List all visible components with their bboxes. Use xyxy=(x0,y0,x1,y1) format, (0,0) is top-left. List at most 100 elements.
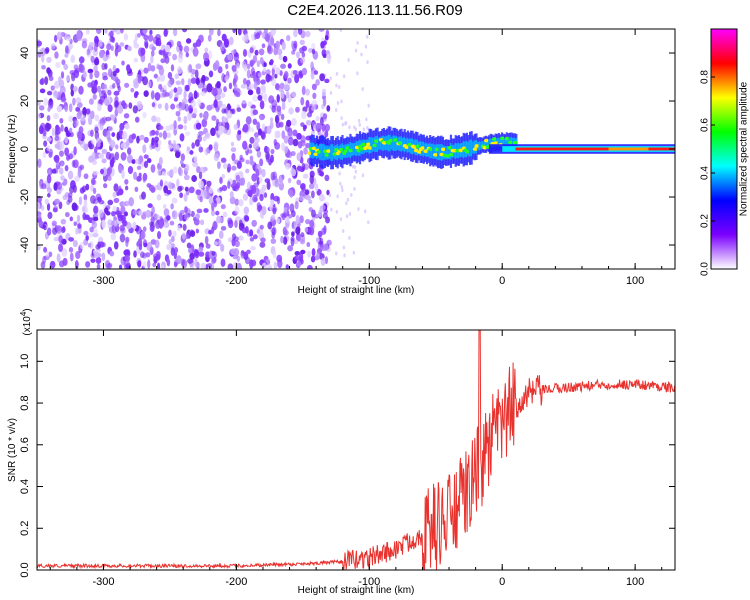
noise-speckle xyxy=(208,29,214,36)
noise-speckle xyxy=(366,125,369,130)
noise-speckle xyxy=(89,226,95,233)
noise-speckle xyxy=(338,171,341,176)
noise-speckle xyxy=(320,41,325,49)
noise-speckle xyxy=(60,218,67,225)
noise-speckle xyxy=(88,155,94,163)
noise-speckle xyxy=(93,205,98,214)
noise-speckle xyxy=(236,107,242,113)
noise-speckle xyxy=(250,107,254,117)
noise-speckle xyxy=(360,52,363,57)
noise-speckle xyxy=(322,113,328,120)
noise-speckle xyxy=(170,203,174,210)
noise-speckle xyxy=(47,106,51,112)
noise-speckle xyxy=(346,197,350,202)
noise-speckle xyxy=(90,55,95,63)
noise-speckle xyxy=(176,86,183,96)
noise-speckle xyxy=(213,220,217,231)
noise-speckle xyxy=(112,191,117,198)
noise-speckle xyxy=(120,143,127,149)
noise-speckle xyxy=(51,168,57,174)
noise-speckle xyxy=(283,236,288,245)
noise-speckle xyxy=(57,91,62,97)
noise-speckle xyxy=(318,193,325,202)
noise-speckle xyxy=(105,116,112,122)
noise-speckle xyxy=(354,169,358,174)
band-hotspot xyxy=(373,139,379,144)
band-column xyxy=(470,139,473,157)
noise-speckle xyxy=(192,42,198,48)
noise-speckle xyxy=(116,82,120,89)
noise-speckle xyxy=(124,82,130,88)
noise-speckle xyxy=(293,40,298,49)
noise-speckle xyxy=(124,185,129,191)
noise-speckle xyxy=(157,168,162,176)
noise-speckle xyxy=(113,90,120,96)
x-tick-label: -300 xyxy=(92,576,114,588)
noise-speckle xyxy=(255,168,260,178)
noise-speckle xyxy=(145,209,151,219)
noise-speckle xyxy=(221,184,228,192)
noise-speckle xyxy=(117,104,124,114)
noise-speckle xyxy=(198,180,204,189)
noise-speckle xyxy=(317,230,323,238)
y-tick-label: 0.0 xyxy=(19,562,31,577)
noise-speckle xyxy=(133,39,138,46)
noise-speckle xyxy=(122,219,128,227)
noise-speckle xyxy=(238,264,243,269)
noise-speckle xyxy=(54,80,60,89)
noise-speckle xyxy=(235,174,241,183)
noise-speckle xyxy=(113,241,119,250)
noise-speckle xyxy=(252,194,258,203)
band-hotspot xyxy=(343,149,349,153)
noise-speckle xyxy=(225,63,229,70)
noise-speckle xyxy=(179,44,183,52)
noise-speckle xyxy=(75,106,81,112)
noise-speckle xyxy=(120,29,124,34)
noise-speckle xyxy=(54,135,60,141)
noise-speckle xyxy=(96,103,102,112)
noise-speckle xyxy=(112,64,117,73)
noise-speckle xyxy=(113,216,118,222)
band-column xyxy=(497,137,500,147)
noise-speckle xyxy=(234,240,240,248)
band-column xyxy=(467,141,470,156)
noise-speckle xyxy=(76,214,81,222)
noise-speckle xyxy=(46,90,53,96)
noise-speckle xyxy=(291,117,297,126)
noise-speckle xyxy=(50,43,56,50)
noise-speckle xyxy=(339,29,343,33)
noise-speckle xyxy=(295,51,301,59)
noise-speckle xyxy=(109,36,115,43)
noise-speckle xyxy=(107,166,113,175)
noise-speckle xyxy=(361,173,365,178)
noise-speckle xyxy=(120,152,127,161)
noise-speckle xyxy=(320,204,326,211)
noise-speckle xyxy=(91,221,98,229)
noise-speckle xyxy=(220,92,226,99)
noise-speckle xyxy=(123,264,130,269)
noise-speckle xyxy=(263,192,268,199)
noise-speckle xyxy=(269,154,274,163)
noise-speckle xyxy=(245,159,250,165)
noise-speckle xyxy=(200,90,206,97)
noise-speckle xyxy=(232,179,237,185)
noise-speckle xyxy=(114,100,119,108)
noise-speckle xyxy=(222,211,228,218)
band-column xyxy=(440,143,443,161)
noise-speckle xyxy=(246,63,251,70)
band-hotspot xyxy=(372,143,378,148)
noise-speckle xyxy=(242,193,249,201)
noise-speckle xyxy=(69,216,73,222)
noise-speckle xyxy=(77,223,82,229)
band-column xyxy=(394,135,397,151)
noise-speckle xyxy=(160,58,166,64)
noise-speckle xyxy=(244,215,250,222)
noise-speckle xyxy=(319,171,325,177)
noise-speckle xyxy=(96,29,102,35)
noise-speckle xyxy=(191,113,195,119)
noise-speckle xyxy=(271,227,276,236)
noise-speckle xyxy=(89,195,96,204)
noise-speckle xyxy=(106,43,112,51)
noise-speckle xyxy=(190,68,196,75)
noise-speckle xyxy=(285,264,290,269)
